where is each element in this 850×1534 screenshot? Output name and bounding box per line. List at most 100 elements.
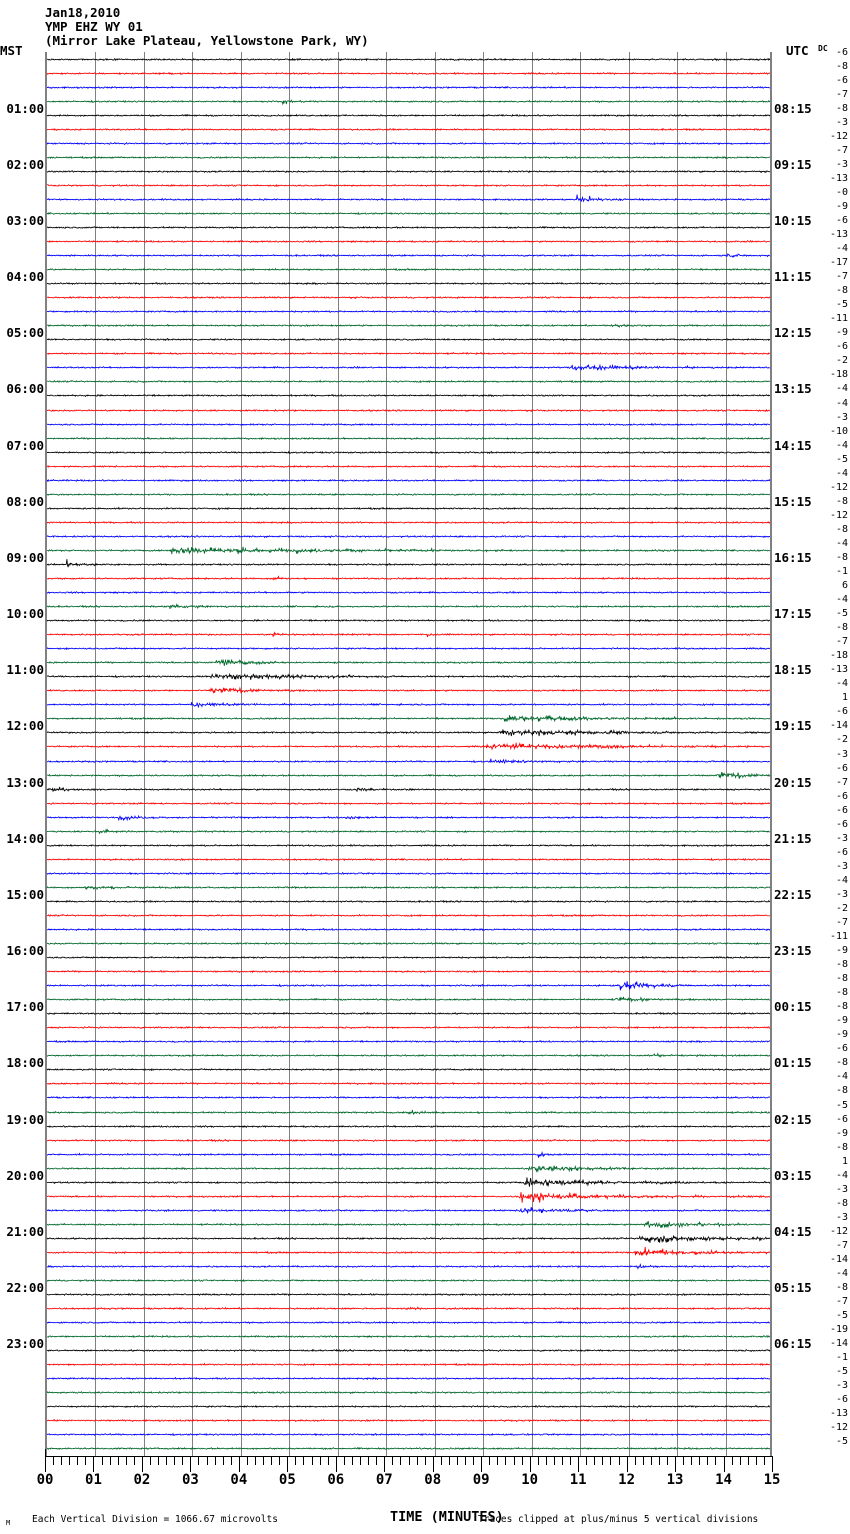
x-axis-minor-tick xyxy=(271,1456,273,1465)
trace-line xyxy=(46,758,770,764)
x-axis-minor-tick xyxy=(594,1456,596,1465)
trace-row xyxy=(46,315,771,336)
dc-value: -6 xyxy=(835,706,848,718)
trace-line xyxy=(46,57,771,61)
trace-line xyxy=(46,913,771,918)
trace-row xyxy=(46,1087,771,1108)
trace-line xyxy=(46,1362,771,1367)
left-time-label: 17:00 xyxy=(6,999,44,1015)
left-time-label: 18:00 xyxy=(6,1055,44,1071)
left-time-label: 06:00 xyxy=(6,381,44,397)
dc-value: -8 xyxy=(835,102,848,114)
x-axis-major-tick xyxy=(626,1456,628,1472)
x-axis-minor-tick xyxy=(319,1456,321,1465)
left-time-label: 05:00 xyxy=(6,325,44,341)
trace-line xyxy=(46,1052,771,1059)
right-time-label: 22:15 xyxy=(774,886,812,902)
left-time-label-column: 01:00 02:00 03:00 04:00 05:00 06:00 07:00 08:00… xyxy=(0,52,44,1456)
x-axis-minor-tick xyxy=(634,1456,636,1465)
dc-value: -4 xyxy=(835,594,848,606)
x-axis-minor-tick xyxy=(327,1456,329,1465)
x-axis-minor-tick xyxy=(553,1456,555,1465)
trace-row xyxy=(46,905,771,926)
dc-value: -8 xyxy=(835,1085,848,1097)
dc-value: -4 xyxy=(835,397,848,409)
x-axis-minor-tick xyxy=(246,1456,248,1465)
grid-line-minute-11 xyxy=(580,52,582,1456)
dc-value: -8 xyxy=(835,1141,848,1153)
right-time-label: 14:15 xyxy=(774,437,812,453)
dc-value: -3 xyxy=(835,1380,848,1392)
x-axis-minor-tick xyxy=(222,1456,224,1465)
trace-line xyxy=(46,1306,771,1311)
x-axis-minor-tick xyxy=(561,1456,563,1465)
dc-value: -6 xyxy=(835,762,848,774)
dc-value: -13 xyxy=(829,172,848,184)
helicorder-plot[interactable] xyxy=(45,52,772,1456)
dc-value: -8 xyxy=(835,1282,848,1294)
trace-line xyxy=(46,352,771,356)
x-axis-minor-tick xyxy=(125,1456,127,1465)
trace-row xyxy=(46,919,771,940)
grid-line-minute-09 xyxy=(483,52,485,1456)
trace-row xyxy=(46,568,771,589)
trace-row xyxy=(46,512,771,533)
trace-row xyxy=(46,736,771,757)
x-axis-tick-label: 15 xyxy=(763,1472,781,1488)
right-time-label: 01:15 xyxy=(774,1055,812,1071)
trace-line xyxy=(46,1292,771,1297)
dc-value: -14 xyxy=(829,1338,848,1350)
trace-line xyxy=(46,1278,771,1283)
trace-line xyxy=(46,590,771,595)
trace-line xyxy=(46,1405,771,1409)
x-axis-minor-tick xyxy=(408,1456,410,1465)
dc-value: -8 xyxy=(835,523,848,535)
trace-line xyxy=(46,1246,771,1256)
dc-value: -7 xyxy=(835,1239,848,1251)
trace-row xyxy=(46,1270,771,1291)
dc-value: -1 xyxy=(835,1352,848,1364)
trace-line xyxy=(46,169,771,174)
dc-value: -9 xyxy=(835,1029,848,1041)
trace-row xyxy=(46,105,771,126)
trace-line xyxy=(46,1150,771,1158)
x-axis-minor-tick xyxy=(521,1456,523,1465)
dc-value-column: -6 -8 -6 -7 -8 -3 -12 -7 -3 -13 -0 -9 -6 -13 -4 -17 -7 -8… xyxy=(806,47,848,1456)
trace-line xyxy=(46,520,771,525)
left-time-label: 01:00 xyxy=(6,100,44,116)
x-axis-tick-label: 12 xyxy=(618,1472,636,1488)
x-axis-minor-tick xyxy=(570,1456,572,1465)
x-axis-tick-label: 11 xyxy=(569,1472,587,1488)
x-axis-major-tick xyxy=(432,1456,434,1472)
x-axis-tick-label: 09 xyxy=(472,1472,490,1488)
trace-row xyxy=(46,301,771,322)
trace-line xyxy=(46,786,771,793)
dc-value: -8 xyxy=(835,622,848,634)
left-time-label: 11:00 xyxy=(6,662,44,678)
grid-line-minute-05 xyxy=(289,52,291,1456)
dc-value: -18 xyxy=(829,369,848,381)
x-axis-tick-label: 04 xyxy=(230,1472,248,1488)
dc-value: -5 xyxy=(835,1366,848,1378)
grid-line-minute-04 xyxy=(240,52,242,1456)
dc-value: -7 xyxy=(835,1296,848,1308)
trace-row xyxy=(46,1003,771,1024)
x-axis-minor-tick xyxy=(448,1456,450,1465)
trace-row xyxy=(46,1340,771,1361)
grid-line-minute-08 xyxy=(434,52,436,1456)
scale-note: Each Vertical Division = 1066.67 microvo… xyxy=(32,1514,278,1525)
trace-line xyxy=(46,1138,771,1142)
right-time-label: 23:15 xyxy=(774,943,812,959)
x-axis-major-tick xyxy=(675,1456,677,1472)
trace-row xyxy=(46,385,771,406)
trace-line xyxy=(46,631,771,638)
trace-line xyxy=(46,981,771,991)
dc-value: 1 xyxy=(841,1155,848,1167)
trace-row xyxy=(46,175,771,196)
trace-row xyxy=(46,161,771,182)
right-time-label: 16:15 xyxy=(774,549,812,565)
trace-line xyxy=(46,267,771,272)
x-axis-minor-tick xyxy=(117,1456,119,1465)
left-time-label: 19:00 xyxy=(6,1111,44,1127)
x-axis-minor-tick xyxy=(739,1456,741,1465)
